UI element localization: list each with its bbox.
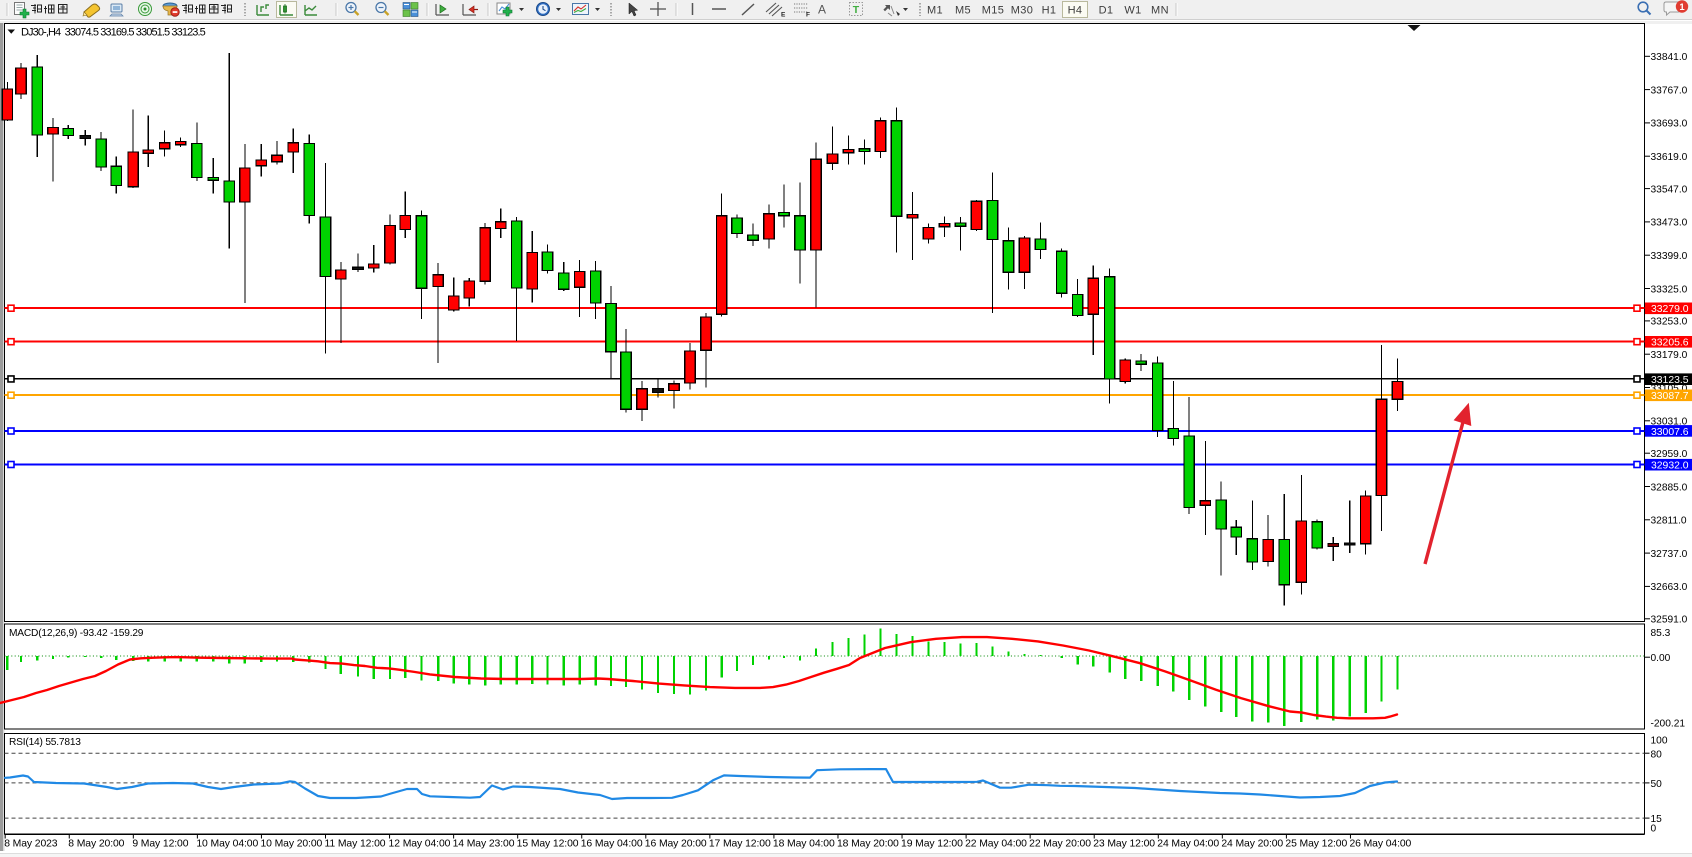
svg-text:M30: M30 (1011, 5, 1034, 17)
svg-text:10 May 20:00: 10 May 20:00 (260, 838, 322, 849)
svg-text:33123.5: 33123.5 (1651, 375, 1689, 386)
svg-text:85.3: 85.3 (1651, 628, 1671, 639)
svg-text:33325.0: 33325.0 (1651, 284, 1688, 295)
svg-text:RSI(14) 55.7813: RSI(14) 55.7813 (9, 737, 81, 748)
svg-text:H4: H4 (1068, 5, 1083, 17)
svg-text:100: 100 (1651, 736, 1668, 747)
svg-text:32959.0: 32959.0 (1651, 449, 1688, 460)
svg-text:15: 15 (1651, 814, 1663, 825)
svg-text:22 May 04:00: 22 May 04:00 (965, 838, 1027, 849)
svg-text:F: F (806, 12, 810, 19)
svg-text:D1: D1 (1099, 5, 1114, 17)
svg-text:H1: H1 (1042, 5, 1057, 17)
svg-text:9 May 12:00: 9 May 12:00 (132, 838, 188, 849)
svg-text:33399.0: 33399.0 (1651, 251, 1688, 262)
svg-text:23 May 12:00: 23 May 12:00 (1093, 838, 1155, 849)
svg-text:33087.7: 33087.7 (1651, 391, 1689, 402)
svg-text:32811.0: 32811.0 (1651, 516, 1687, 527)
svg-text:32591.0: 32591.0 (1651, 615, 1688, 626)
svg-text:16 May 04:00: 16 May 04:00 (581, 838, 643, 849)
svg-text:0: 0 (1651, 824, 1657, 835)
svg-text:M5: M5 (955, 5, 971, 17)
svg-text:33841.0: 33841.0 (1651, 52, 1688, 63)
svg-text:33205.6: 33205.6 (1651, 338, 1689, 349)
svg-text:M15: M15 (982, 5, 1005, 17)
svg-text:MN: MN (1151, 5, 1169, 17)
svg-text:24 May 20:00: 24 May 20:00 (1221, 838, 1283, 849)
svg-text:33693.0: 33693.0 (1651, 119, 1688, 130)
svg-text:A: A (818, 3, 826, 17)
svg-text:25 May 12:00: 25 May 12:00 (1285, 838, 1347, 849)
svg-text:12 May 04:00: 12 May 04:00 (389, 838, 451, 849)
svg-text:16 May 20:00: 16 May 20:00 (645, 838, 707, 849)
svg-text:T: T (853, 4, 860, 16)
svg-text:33031.0: 33031.0 (1651, 417, 1688, 428)
svg-text:18 May 20:00: 18 May 20:00 (837, 838, 899, 849)
svg-text:10 May 04:00: 10 May 04:00 (196, 838, 258, 849)
svg-text:DJ30-,H4 33074.5 33169.5 3305: DJ30-,H4 33074.5 33169.5 33051.5 33123.5 (21, 27, 206, 39)
svg-text:E: E (781, 12, 786, 19)
svg-text:22 May 20:00: 22 May 20:00 (1029, 838, 1091, 849)
svg-text:80: 80 (1651, 749, 1663, 760)
svg-text:15 May 12:00: 15 May 12:00 (517, 838, 579, 849)
svg-text:0.00: 0.00 (1651, 653, 1671, 664)
svg-text:33473.0: 33473.0 (1651, 218, 1688, 229)
svg-text:33105.0: 33105.0 (1651, 383, 1688, 394)
svg-text:-200.21: -200.21 (1651, 719, 1686, 730)
svg-text:32663.0: 32663.0 (1651, 582, 1688, 593)
svg-text:19 May 12:00: 19 May 12:00 (901, 838, 963, 849)
svg-text:17 May 12:00: 17 May 12:00 (709, 838, 771, 849)
svg-text:33179.0: 33179.0 (1651, 350, 1688, 361)
svg-text:1: 1 (1679, 2, 1685, 13)
svg-text:M1: M1 (927, 5, 943, 17)
svg-text:32737.0: 32737.0 (1651, 549, 1688, 560)
svg-text:8 May 20:00: 8 May 20:00 (68, 838, 124, 849)
svg-text:33547.0: 33547.0 (1651, 184, 1688, 195)
svg-text:33767.0: 33767.0 (1651, 85, 1688, 96)
svg-text:33619.0: 33619.0 (1651, 152, 1688, 163)
svg-text:11 May 12:00: 11 May 12:00 (325, 838, 386, 849)
svg-text:50: 50 (1651, 779, 1663, 790)
svg-text:W1: W1 (1124, 5, 1141, 17)
svg-text:33007.6: 33007.6 (1651, 427, 1689, 438)
svg-text:8 May 2023: 8 May 2023 (4, 838, 58, 849)
svg-text:32885.0: 32885.0 (1651, 482, 1688, 493)
svg-text:33253.0: 33253.0 (1651, 317, 1688, 328)
svg-text:26 May 04:00: 26 May 04:00 (1349, 838, 1411, 849)
svg-text:18 May 04:00: 18 May 04:00 (773, 838, 835, 849)
svg-text:33279.0: 33279.0 (1651, 304, 1689, 315)
svg-text:MACD(12,26,9) -93.42 -159.29: MACD(12,26,9) -93.42 -159.29 (9, 628, 144, 639)
svg-text:14 May 23:00: 14 May 23:00 (453, 838, 515, 849)
svg-text:24 May 04:00: 24 May 04:00 (1157, 838, 1219, 849)
svg-text:32932.0: 32932.0 (1651, 461, 1689, 472)
